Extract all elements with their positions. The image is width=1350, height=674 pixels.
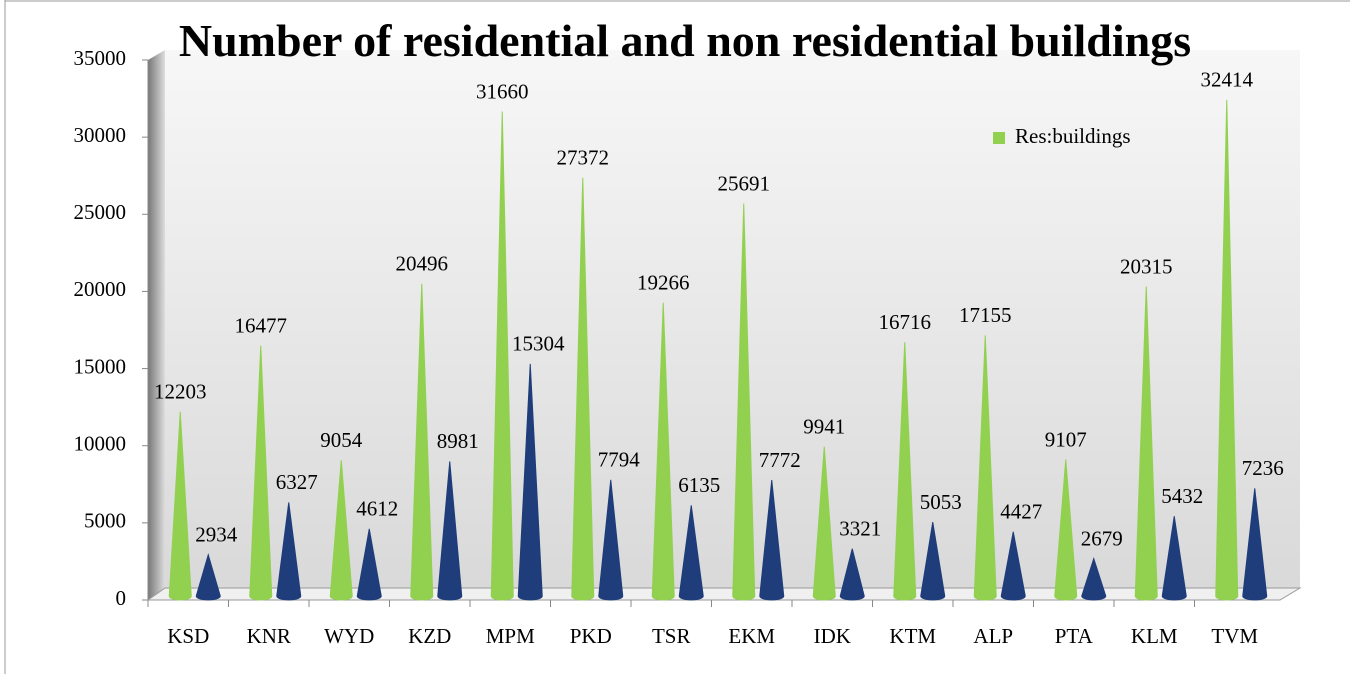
data-label: 27372 — [557, 146, 610, 170]
chart-title: Number of residential and non residentia… — [178, 15, 1192, 66]
x-tick-label: WYD — [324, 624, 374, 648]
cone — [839, 548, 865, 601]
x-tick-label: MPM — [486, 624, 535, 648]
x-tick-label: TSR — [652, 624, 691, 648]
data-label: 9941 — [803, 414, 845, 438]
x-tick-label: KTM — [889, 624, 936, 648]
data-label: 5053 — [920, 490, 962, 514]
data-label: 6135 — [678, 473, 720, 497]
x-tick-label: KNR — [247, 624, 291, 648]
cone — [732, 203, 756, 601]
cone — [1215, 99, 1239, 601]
y-tick-label: 5000 — [84, 509, 126, 533]
cone — [973, 335, 997, 601]
data-label: 4427 — [1000, 500, 1042, 524]
x-tick-label: PKD — [570, 624, 612, 648]
x-tick-label: IDK — [814, 624, 851, 648]
data-label: 9107 — [1045, 427, 1087, 451]
data-label: 9054 — [320, 428, 363, 452]
data-label: 2679 — [1081, 526, 1123, 550]
cone — [1081, 557, 1107, 601]
cone — [1134, 286, 1158, 601]
plot-background — [165, 50, 1300, 588]
legend-label: Res:buildings — [1015, 124, 1131, 148]
legend-swatch — [993, 132, 1005, 144]
y-tick-label: 0 — [116, 586, 127, 610]
data-label: 20496 — [396, 252, 449, 276]
data-label: 12203 — [154, 380, 207, 404]
data-label: 2934 — [195, 523, 238, 547]
cone — [759, 480, 785, 601]
side-wall — [148, 50, 165, 600]
cone — [490, 111, 514, 601]
y-tick-label: 15000 — [74, 354, 127, 378]
cone — [329, 460, 353, 601]
cone — [1161, 516, 1187, 601]
cone — [437, 461, 463, 601]
data-label: 20315 — [1120, 254, 1173, 278]
data-label: 16477 — [235, 314, 288, 338]
x-tick-label: PTA — [1055, 624, 1094, 648]
cone — [249, 345, 273, 601]
x-tick-label: KZD — [408, 624, 451, 648]
x-tick-label: TVM — [1211, 624, 1258, 648]
x-tick-label: KSD — [167, 624, 209, 648]
y-tick-label: 20000 — [74, 277, 127, 301]
y-tick-label: 35000 — [74, 46, 127, 70]
cone — [651, 302, 675, 601]
data-label: 31660 — [476, 79, 529, 103]
cone — [356, 528, 382, 601]
x-tick-label: EKM — [728, 624, 775, 648]
floor — [146, 587, 1302, 601]
data-label: 32414 — [1201, 68, 1254, 92]
data-label: 3321 — [839, 517, 881, 541]
data-label: 7794 — [598, 448, 641, 472]
data-label: 17155 — [959, 303, 1012, 327]
cone — [598, 479, 624, 601]
data-label: 19266 — [637, 271, 690, 295]
data-label: 5432 — [1161, 484, 1203, 508]
cone — [276, 502, 302, 601]
y-tick-label: 10000 — [74, 432, 127, 456]
data-label: 7772 — [759, 448, 801, 472]
cone — [195, 552, 221, 601]
cone — [812, 446, 836, 601]
cone — [517, 363, 543, 601]
cone — [678, 505, 704, 601]
cone — [1242, 488, 1268, 601]
data-label: 15304 — [512, 332, 565, 356]
x-tick-label: KLM — [1131, 624, 1178, 648]
data-label: 16716 — [879, 310, 932, 334]
data-label: 6327 — [276, 470, 318, 494]
cone — [410, 283, 434, 601]
y-tick-label: 30000 — [74, 123, 127, 147]
data-label: 25691 — [718, 171, 771, 195]
cone — [1054, 459, 1078, 601]
y-tick-label: 25000 — [74, 200, 127, 224]
cone — [168, 411, 192, 601]
x-tick-label: ALP — [973, 624, 1013, 648]
cone — [1000, 531, 1026, 601]
cone — [893, 342, 917, 601]
cone — [571, 177, 595, 601]
data-label: 8981 — [437, 429, 479, 453]
data-label: 4612 — [356, 497, 398, 521]
cone — [920, 521, 946, 601]
data-label: 7236 — [1242, 456, 1284, 480]
